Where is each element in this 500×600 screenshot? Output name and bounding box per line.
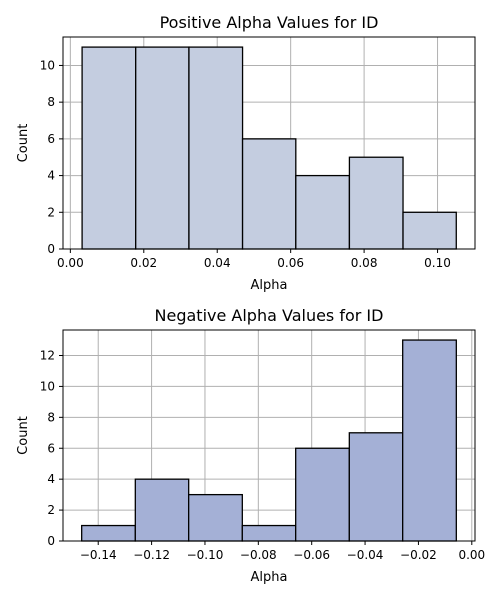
y-axis-label: Count	[16, 124, 31, 163]
histogram-bar	[241, 138, 297, 250]
x-tick-label: 0.08	[351, 256, 378, 270]
y-tick-label: 8	[47, 95, 55, 109]
y-tick-label: 6	[47, 441, 55, 455]
x-axis-label: Alpha	[251, 278, 288, 293]
y-tick-label: 12	[40, 349, 55, 363]
y-tick-label: 6	[47, 132, 55, 146]
y-tick-label: 8	[47, 410, 55, 424]
chart-2: −0.14 −0.12 −0.10 −0.08 −0.06 −0.04 −0.02 0.00 0…	[16, 306, 485, 585]
y-axis-label: Count	[16, 416, 31, 455]
histogram-bar	[348, 156, 404, 250]
plot-frame	[62, 329, 476, 542]
histogram-bar	[188, 493, 243, 542]
histogram-bar	[81, 524, 136, 542]
histogram-bar	[134, 478, 190, 542]
x-tick-label: −0.04	[347, 548, 384, 562]
chart-title: Positive Alpha Values for ID	[160, 13, 379, 32]
x-tick-label: −0.06	[293, 548, 330, 562]
x-tick-label: −0.10	[187, 548, 224, 562]
histogram-bar	[81, 46, 137, 250]
chart-1: 0.00 0.02 0.04 0.06 0.08 0.10 0 2 4 6 8 10 Positive …	[16, 13, 476, 293]
histogram-bar	[402, 339, 457, 542]
x-tick-label: 0.06	[277, 256, 304, 270]
plot-frame	[62, 36, 476, 250]
x-tick-label: 0.10	[424, 256, 451, 270]
x-tick-label: −0.14	[80, 548, 117, 562]
x-axis-label: Alpha	[251, 570, 288, 585]
y-tick-label: 10	[40, 379, 55, 393]
x-tick-label: 0.04	[204, 256, 231, 270]
histogram-bar	[295, 447, 350, 542]
histogram-bar	[402, 211, 457, 250]
x-tick-label: 0.00	[57, 256, 84, 270]
histogram-bar	[188, 46, 244, 250]
histogram-bar	[135, 46, 190, 250]
chart-title: Negative Alpha Values for ID	[155, 306, 384, 325]
y-tick-label: 4	[47, 472, 55, 486]
y-tick-label: 2	[47, 503, 55, 517]
x-tick-label: −0.08	[240, 548, 277, 562]
x-tick-label: −0.02	[400, 548, 437, 562]
x-tick-label: 0.02	[130, 256, 157, 270]
y-tick-label: 2	[47, 205, 55, 219]
y-tick-label: 0	[47, 242, 55, 256]
y-tick-label: 10	[40, 58, 55, 72]
x-tick-label: 0.00	[458, 548, 485, 562]
histogram-bar	[348, 432, 404, 542]
y-tick-label: 4	[47, 169, 55, 183]
histogram-bar	[241, 524, 297, 542]
histogram-bar	[295, 174, 351, 250]
x-tick-label: −0.12	[133, 548, 170, 562]
y-tick-label: 0	[47, 534, 55, 548]
